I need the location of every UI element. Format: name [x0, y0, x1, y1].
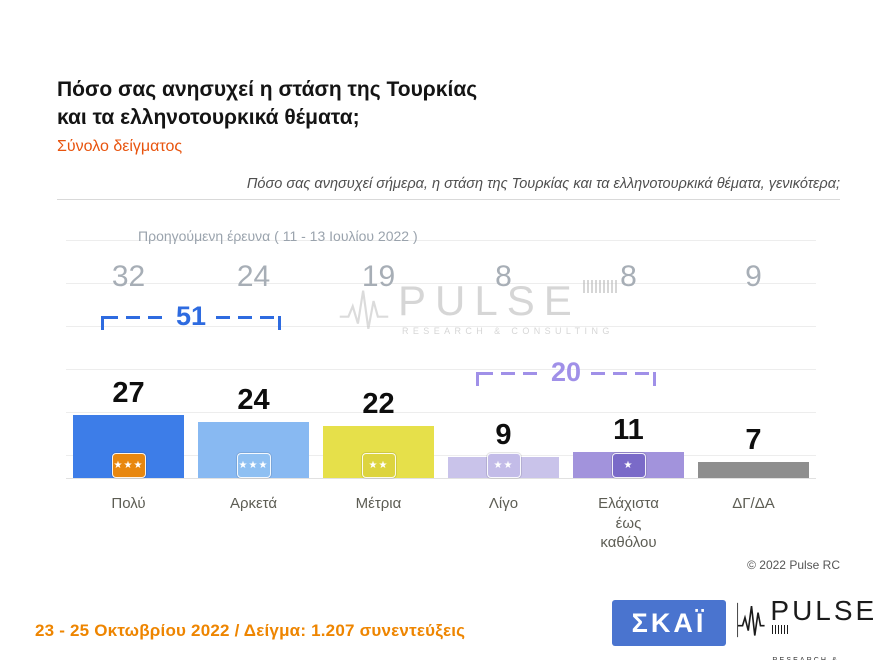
skai-logo: ΣΚΑΪ [612, 600, 726, 646]
group-bracket: 20 [476, 359, 657, 386]
bracket-tick [278, 316, 282, 330]
gridline [66, 369, 816, 370]
stars-badge-icon: ★★★ [236, 453, 271, 478]
pulse-logo-subtext: RESEARCH & CONSULTING [770, 657, 880, 660]
chart-column: 19 22 ★★ Μέτρια [316, 220, 441, 560]
bar-value: 24 [237, 384, 270, 416]
barcode-icon [772, 625, 789, 634]
stars-badge-icon: ★★ [361, 453, 396, 478]
bracket-line [104, 316, 166, 319]
bracket-tick [653, 372, 657, 386]
watermark-subtext: RESEARCH & CONSULTING [402, 326, 614, 336]
bar-value: 22 [362, 388, 395, 420]
chart-column: 9 7 ΔΓ/ΔΑ [691, 220, 816, 560]
bar-chart: Προηγούμενη έρευνα ( 11 - 13 Ιουλίου 202… [66, 220, 816, 560]
watermark-text: PULSE RESEARCH & CONSULTING [398, 280, 617, 336]
barcode-icon [582, 280, 617, 293]
bar-value: 27 [112, 377, 145, 409]
bracket-label: 51 [175, 301, 207, 331]
pulse-waveform-icon [737, 602, 765, 638]
bracket-line [216, 316, 279, 319]
stars-badge-icon: ★★ [486, 453, 521, 478]
previous-value: 19 [361, 260, 396, 293]
bar-value: 9 [495, 419, 512, 451]
sample-subtitle: Σύνολο δείγματος [57, 138, 183, 155]
gridline [66, 326, 816, 327]
chart-column: 24 24 ★★★ Αρκετά [191, 220, 316, 560]
previous-value: 24 [236, 260, 271, 293]
stars-badge-icon: ★ [611, 453, 646, 478]
category-label: Πολύ [111, 495, 146, 512]
watermark-wordmark: PULSE [398, 280, 617, 322]
previous-value: 9 [745, 260, 762, 293]
gridline [66, 412, 816, 413]
category-label: Λίγο [488, 495, 519, 512]
gridline [66, 283, 816, 284]
chart-column: 8 11 ★ Ελάχιστα έως καθόλου [566, 220, 691, 560]
bar [698, 462, 809, 478]
bracket-tick [101, 316, 104, 330]
divider-line [57, 199, 840, 200]
bar-value: 11 [613, 414, 644, 446]
gridline [66, 478, 816, 479]
bar-value: 7 [745, 424, 762, 456]
pulse-watermark: PULSE RESEARCH & CONSULTING [338, 280, 617, 336]
previous-value: 8 [495, 260, 512, 293]
category-label: ΔΓ/ΔΑ [732, 495, 775, 512]
pulse-logo-wordmark: PULSE [770, 597, 880, 653]
page-title: Πόσο σας ανησυχεί η στάση της Τουρκίας κ… [57, 76, 477, 133]
survey-question: Πόσο σας ανησυχεί σήμερα, η στάση της Το… [246, 176, 840, 192]
pulse-logo-text: PULSE RESEARCH & CONSULTING [770, 597, 880, 660]
pulse-waveform-icon [339, 290, 389, 329]
group-bracket: 51 [101, 303, 282, 330]
previous-value: 8 [620, 260, 637, 293]
gridline [66, 240, 816, 241]
bracket-line [591, 372, 654, 375]
stars-badge-icon: ★★★ [111, 453, 146, 478]
previous-survey-label: Προηγούμενη έρευνα ( 11 - 13 Ιουλίου 202… [138, 228, 418, 244]
chart-column: 32 27 ★★★ Πολύ [66, 220, 191, 560]
category-label: Ελάχιστα έως καθόλου [598, 495, 659, 551]
title-line-2: και τα ελληνοτουρκικά θέματα; [57, 106, 360, 130]
category-label: Μέτρια [355, 495, 402, 512]
title-line-1: Πόσο σας ανησυχεί η στάση της Τουρκίας [57, 78, 478, 101]
survey-date-sample: 23 - 25 Οκτωβρίου 2022 / Δείγμα: 1.207 σ… [35, 621, 466, 640]
chart-column: 8 9 ★★ Λίγο [441, 220, 566, 560]
pulse-logo: PULSE RESEARCH & CONSULTING [736, 597, 880, 660]
bracket-label: 20 [550, 357, 582, 387]
pulse-logo-pulse-text: PULSE [770, 595, 878, 626]
bracket-line [479, 372, 541, 375]
watermark-pulse-text: PULSE [398, 277, 581, 324]
category-label: Αρκετά [229, 495, 278, 512]
previous-value: 32 [111, 260, 146, 293]
gridline [66, 455, 816, 456]
copyright-note: © 2022 Pulse RC [747, 558, 840, 572]
bracket-tick [476, 372, 479, 386]
